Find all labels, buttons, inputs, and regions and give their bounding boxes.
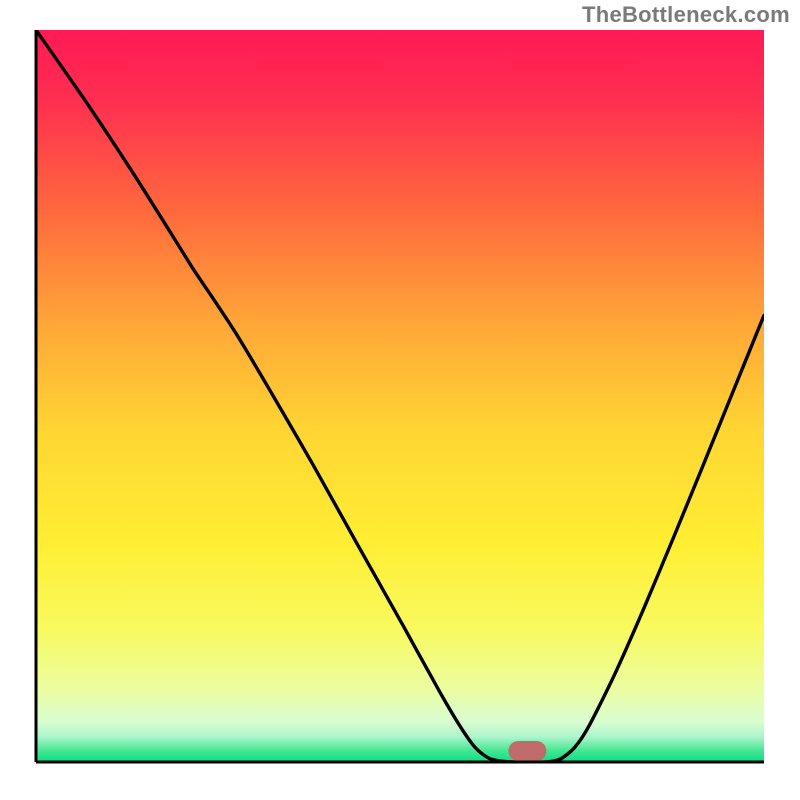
optimal-marker [508, 741, 546, 761]
gradient-background [36, 30, 764, 762]
bottleneck-chart-root: TheBottleneck.com [0, 0, 800, 800]
plot-area [36, 30, 764, 762]
chart-svg [0, 0, 800, 800]
watermark-text: TheBottleneck.com [582, 2, 790, 28]
